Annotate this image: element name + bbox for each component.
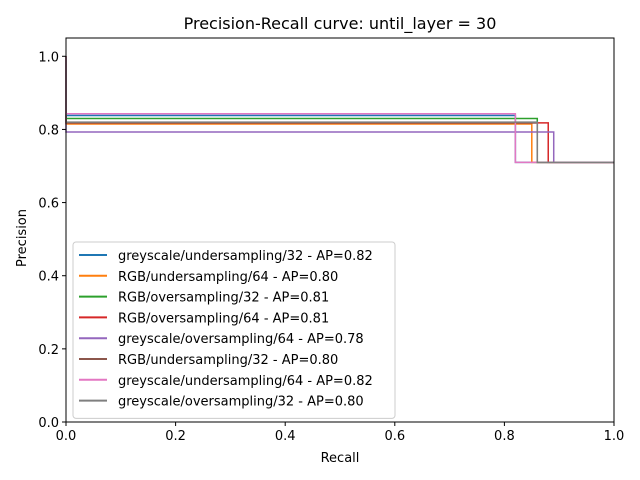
y-axis: 0.0 0.2 0.4 0.6 0.8 1.0 <box>38 50 66 431</box>
plot-frame <box>65 37 615 423</box>
legend-entry: RGB/oversampling/32 - AP=0.81 <box>118 291 329 306</box>
x-axis-title: Recall <box>321 451 360 466</box>
y-tick-label: 0.4 <box>38 270 59 285</box>
legend-entry: greyscale/undersampling/64 - AP=0.82 <box>118 374 373 389</box>
y-tick-label: 0.6 <box>38 197 59 212</box>
y-tick-label: 1.0 <box>38 50 59 65</box>
y-tick-label: 0.0 <box>38 416 59 431</box>
legend-entry: greyscale/undersampling/32 - AP=0.82 <box>118 249 373 264</box>
legend-entry: RGB/undersampling/64 - AP=0.80 <box>118 270 338 285</box>
y-tick-label: 0.8 <box>38 123 59 138</box>
legend-entry: greyscale/oversampling/32 - AP=0.80 <box>118 395 364 410</box>
legend-entry: greyscale/oversampling/64 - AP=0.78 <box>118 332 364 347</box>
y-tick-label: 0.2 <box>38 343 59 358</box>
legend: greyscale/undersampling/32 - AP=0.82 RGB/… <box>72 241 396 419</box>
x-tick-label: 0.4 <box>275 429 296 444</box>
x-tick-label: 0.8 <box>494 429 515 444</box>
y-axis-title: Precision <box>15 209 30 267</box>
x-tick-label: 0.6 <box>384 429 405 444</box>
legend-box <box>72 241 396 419</box>
x-tick-label: 1.0 <box>604 429 625 444</box>
x-axis: 0.0 0.2 0.4 0.6 0.8 1.0 <box>56 422 625 444</box>
legend-entry: RGB/oversampling/64 - AP=0.81 <box>118 311 329 326</box>
x-tick-label: 0.0 <box>56 429 77 444</box>
x-tick-label: 0.2 <box>165 429 186 444</box>
legend-entry: RGB/undersampling/32 - AP=0.80 <box>118 353 338 368</box>
chart-title: Precision-Recall curve: until_layer = 30 <box>184 14 497 34</box>
